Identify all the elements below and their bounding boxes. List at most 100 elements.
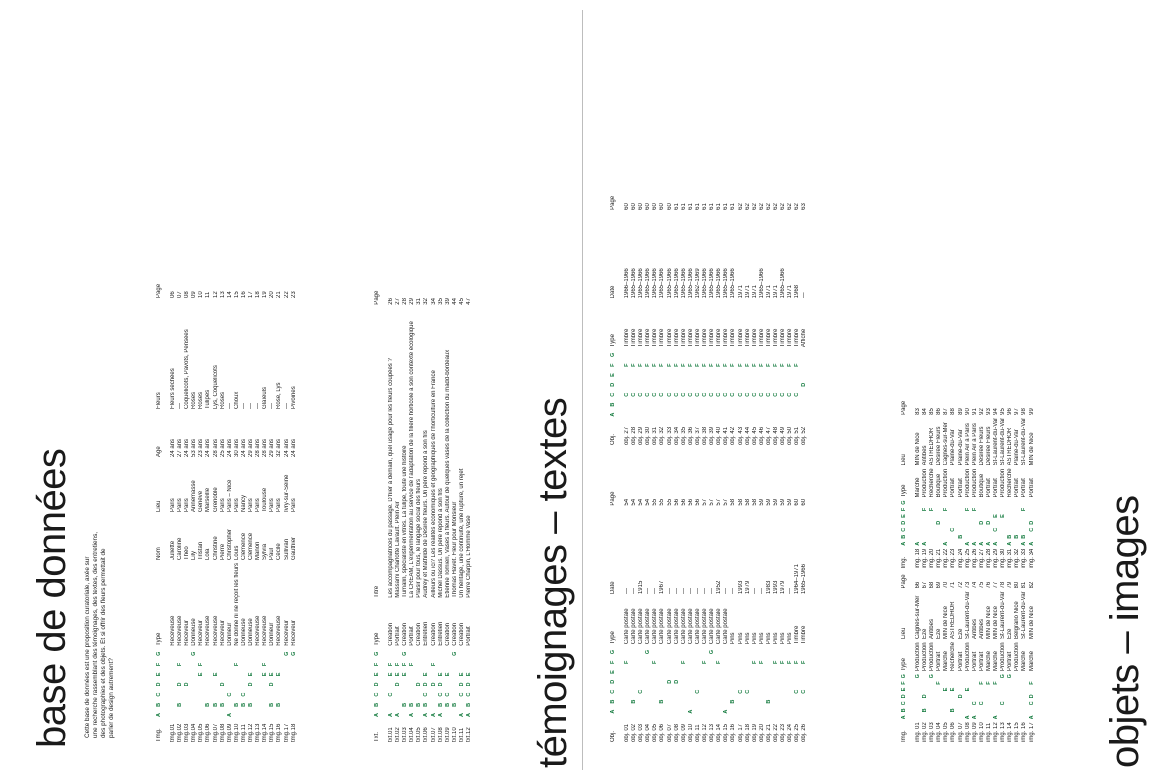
category-mark [269, 656, 276, 666]
cell-fleurs: — [283, 402, 290, 409]
category-mark: F [794, 660, 801, 664]
category-mark [943, 698, 950, 705]
cell-age: 30 ans [233, 438, 240, 457]
cell-type: Recherche [950, 642, 957, 672]
cell-type: Carte postale [716, 608, 723, 645]
category-mark [738, 704, 745, 714]
cell-age: 23 ans [198, 438, 205, 457]
row-id: txt.02 [395, 727, 402, 742]
category-mark [170, 697, 177, 707]
cell-nom: Cécile [276, 543, 283, 560]
category-mark: C [993, 527, 1000, 532]
cell-page: 63 [801, 203, 808, 210]
row-id: img. 02 [922, 722, 929, 742]
category-mark [723, 397, 730, 407]
category-mark [638, 694, 645, 704]
cell-lieu: Paris [184, 498, 191, 512]
cell-fleurs: Roses [198, 391, 205, 409]
category-mark [276, 656, 283, 666]
table-row: tmg.01 Receveuse Juliette Paris 24 ans Fleurs… [170, 277, 177, 742]
category-mark [752, 664, 759, 674]
category-mark: B [416, 702, 423, 707]
header-cell: Type [374, 632, 380, 646]
cell-date: 1965–1966 [638, 268, 645, 299]
category-mark [766, 347, 773, 357]
table-row: obj. 08 D Carte postale —56 obj. 34 C F Timbre 1… [674, 189, 681, 742]
cell-type: Timbre [652, 328, 659, 348]
category-mark [645, 407, 652, 417]
category-mark [709, 347, 716, 357]
textes-table-wrap: Txt. A B C D E F G Type Titre Page txt.01 A C E F Créati… [374, 284, 473, 742]
cell-type: Pins [772, 632, 779, 645]
cell-type: Création [416, 623, 423, 646]
category-mark [922, 525, 929, 532]
row-id: obj. 29 [638, 426, 645, 445]
category-mark [409, 666, 416, 676]
objets-table: Obj. A B C D E F G Type Date Page Obj. A B C D E F G Type Da… [610, 189, 808, 742]
category-mark [1029, 505, 1036, 511]
cell-type: Timbre [694, 328, 701, 348]
category-mark [466, 656, 473, 666]
category-mark: A [993, 715, 1000, 720]
category-mark: F [772, 363, 779, 367]
letter-header: C [610, 392, 616, 397]
cell-type: Ne donne ni ne reçoit les fleurs [233, 562, 240, 646]
category-mark [262, 707, 269, 717]
cell-type: Portrait [978, 651, 985, 672]
images-table: Img. A B C D E F G Type Lieu Page Img. A B C D E F G Type Li… [901, 398, 1036, 742]
category-mark [794, 407, 801, 417]
cell-lieu: Nancy [240, 494, 247, 512]
table-row: img. 05 E Marché MIN de Nice 70 img. 22 A F Prod… [943, 398, 950, 742]
cell-page: 54 [645, 498, 652, 506]
cell-page: 60 [659, 203, 666, 210]
category-mark [284, 676, 291, 686]
category-mark [645, 377, 652, 387]
category-mark: B [957, 534, 964, 539]
category-mark [1021, 678, 1028, 684]
column-gap [688, 445, 695, 485]
category-mark [1007, 511, 1014, 518]
category-mark: B [269, 702, 276, 707]
category-mark [801, 387, 808, 397]
category-mark [395, 697, 402, 707]
category-mark [688, 694, 695, 704]
category-mark [667, 654, 674, 664]
category-mark [716, 674, 723, 684]
category-mark [284, 686, 291, 696]
cell-type: Pins [780, 632, 787, 645]
category-mark: E [466, 672, 473, 677]
category-mark [645, 347, 652, 357]
category-mark: G [1007, 674, 1014, 679]
category-mark [766, 377, 773, 387]
category-mark: B [659, 699, 666, 704]
row-id: obj. 20 [758, 723, 765, 742]
category-mark [929, 518, 936, 525]
row-id: obj. 23 [780, 723, 787, 742]
category-mark [681, 674, 688, 684]
cell-date: 1971 [737, 284, 744, 299]
cell-page: 94 [993, 408, 1000, 415]
cell-type: Receveur [219, 620, 226, 646]
cell-date: 1965–1966 [673, 268, 680, 299]
row-id: obj. 36 [687, 426, 694, 445]
category-mark: F [723, 363, 730, 367]
cell-type: Timbre [765, 328, 772, 348]
cell-type: Receveuse [276, 615, 283, 646]
cell-type: Production [1000, 468, 1007, 498]
category-mark [716, 684, 723, 694]
category-mark [958, 705, 965, 712]
category-mark [409, 676, 416, 686]
row-id: obj. 31 [652, 426, 659, 445]
category-mark: G [402, 651, 409, 656]
category-mark [780, 347, 787, 357]
category-mark [674, 664, 681, 674]
row-id: tmg.09 [226, 723, 233, 742]
cell-type: Timbre [631, 328, 638, 348]
category-mark [794, 367, 801, 377]
letter-header: G [610, 649, 616, 655]
category-mark [276, 686, 283, 696]
column-gap [986, 568, 993, 571]
letter-header: E [901, 687, 907, 692]
header-cell: Page [901, 400, 907, 415]
cell-page: 74 [971, 581, 978, 589]
